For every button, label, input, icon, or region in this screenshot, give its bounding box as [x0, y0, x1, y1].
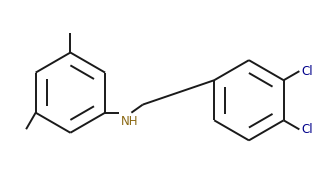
Text: Cl: Cl: [301, 123, 313, 136]
Text: Cl: Cl: [301, 65, 313, 78]
Text: NH: NH: [120, 115, 138, 128]
